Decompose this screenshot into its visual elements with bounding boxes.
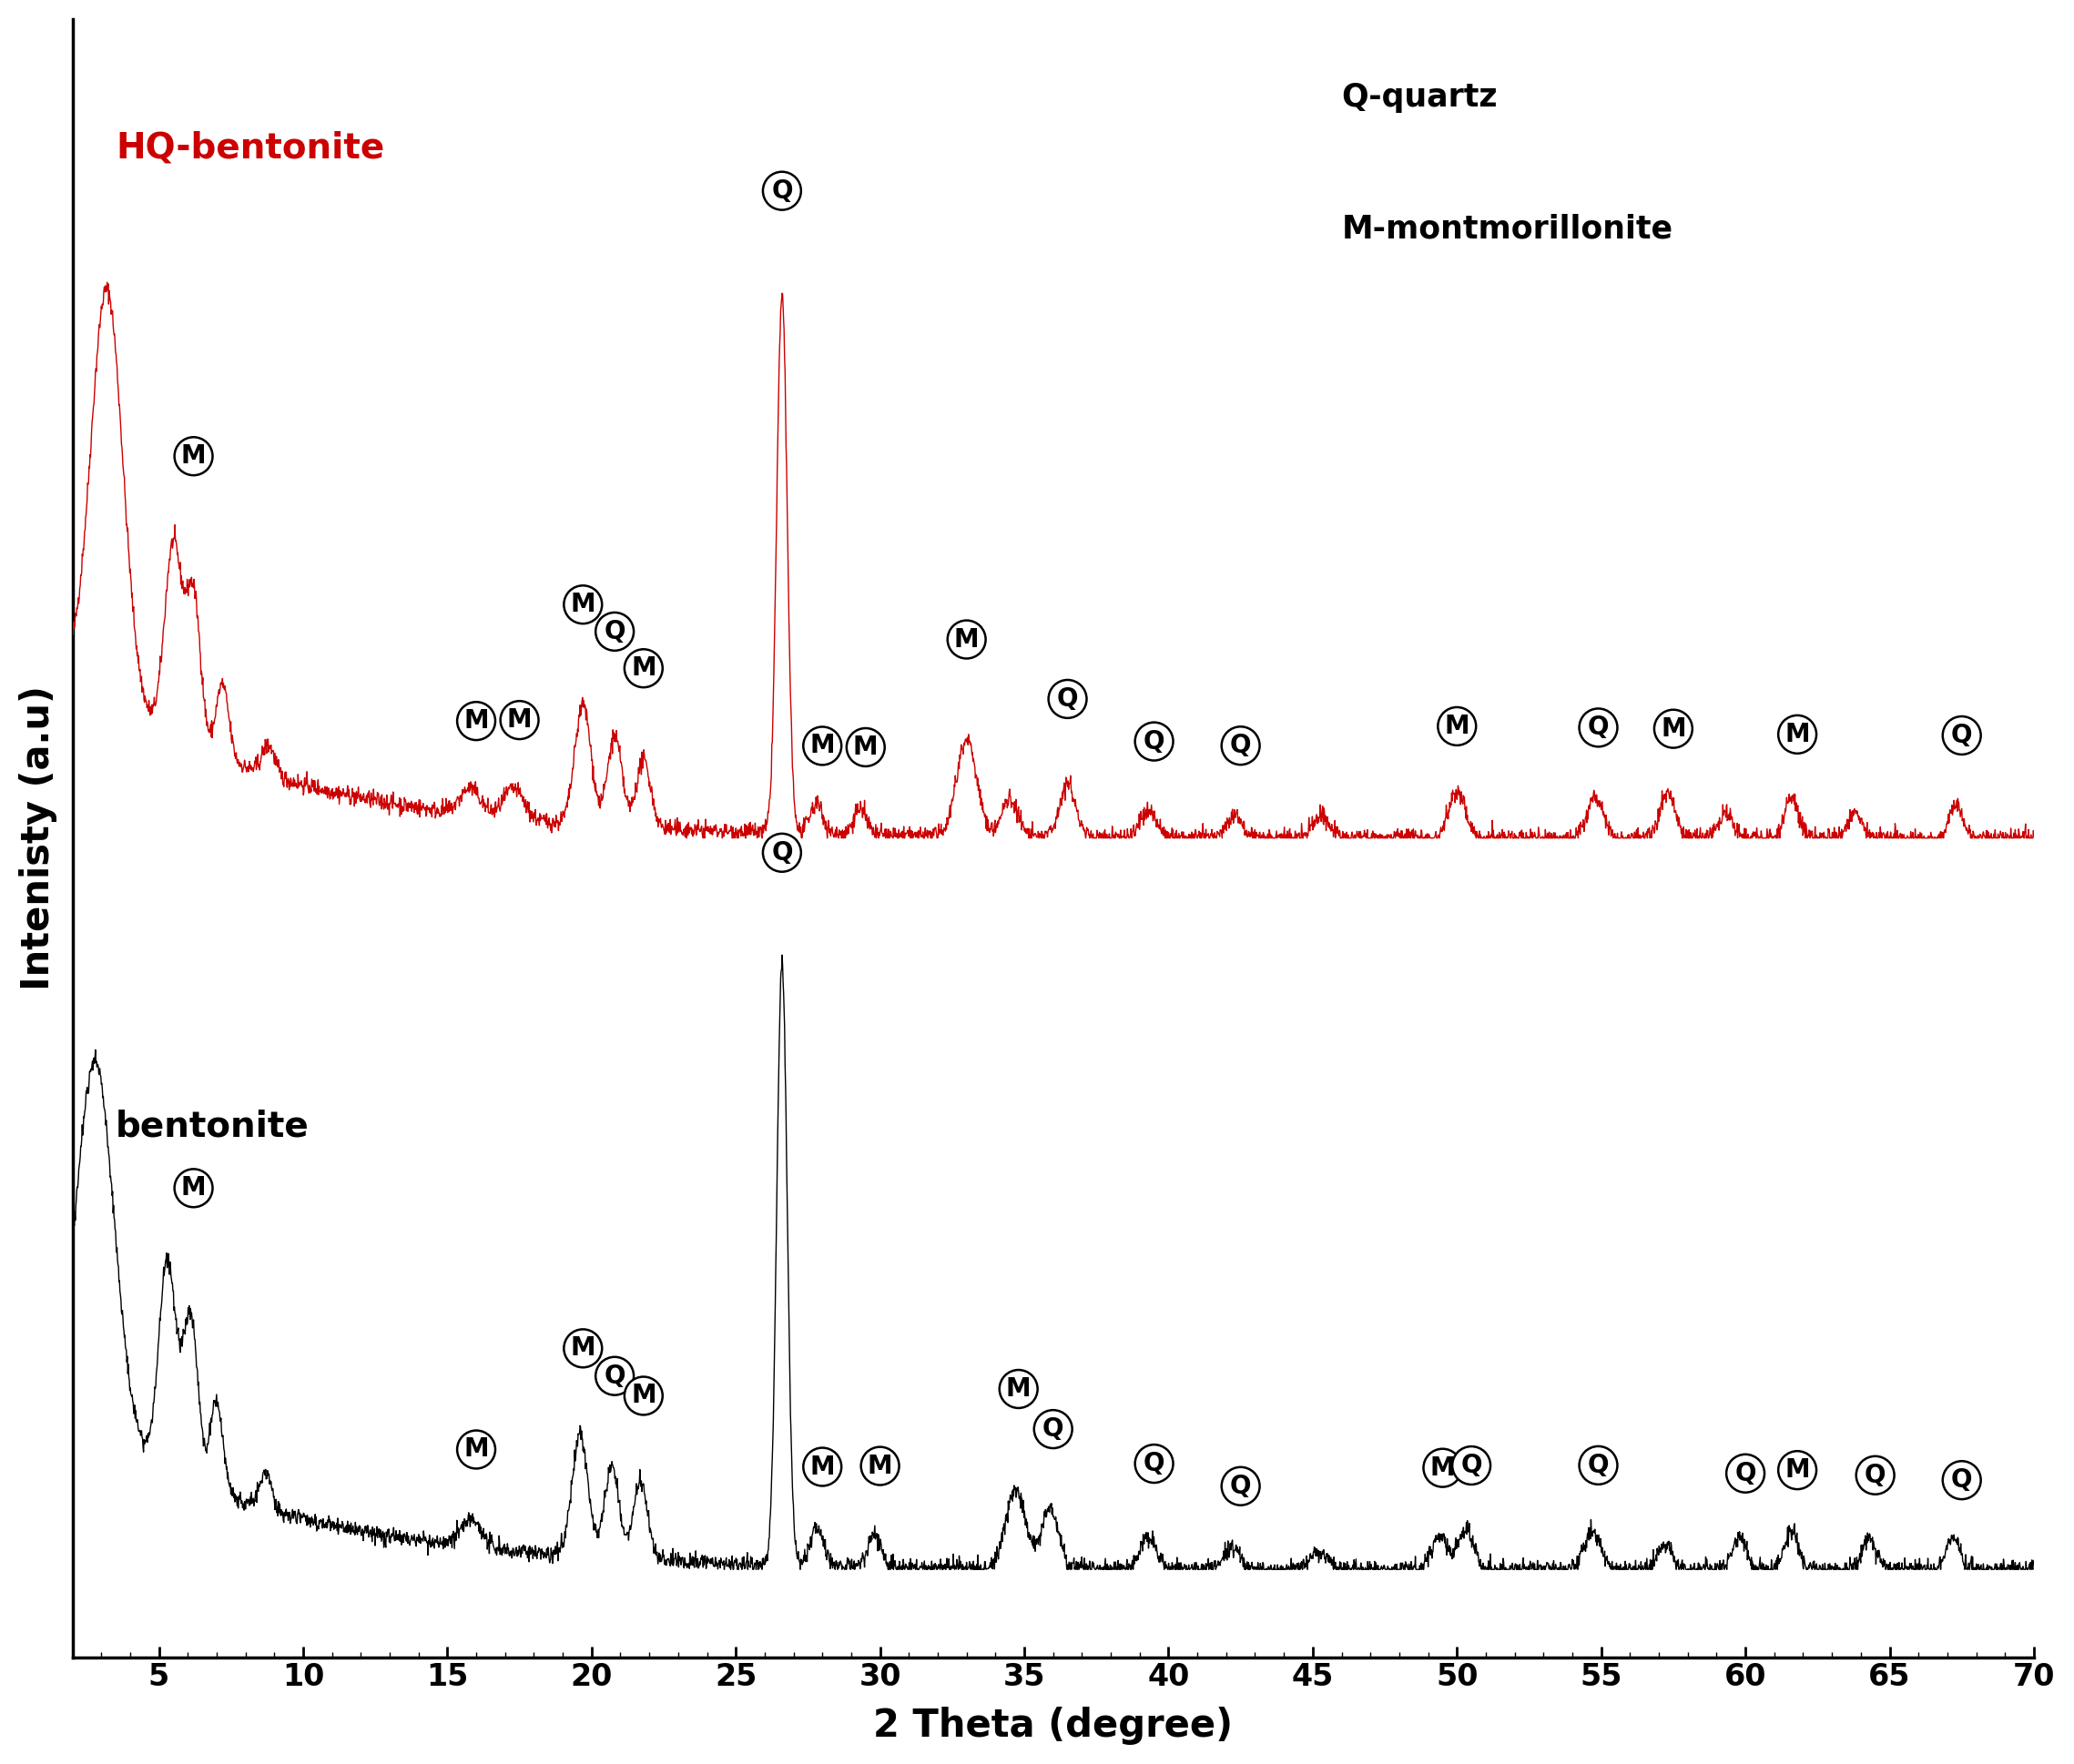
Text: M: M — [465, 1436, 489, 1462]
Text: Q: Q — [1043, 1416, 1064, 1441]
Text: Q: Q — [772, 840, 792, 866]
Text: M: M — [180, 1175, 205, 1201]
Text: Q: Q — [1460, 1454, 1483, 1478]
Text: M: M — [852, 734, 877, 760]
Text: M: M — [809, 1454, 836, 1480]
Text: Q: Q — [1230, 1473, 1251, 1499]
Text: M: M — [867, 1454, 892, 1478]
Text: Q: Q — [1865, 1462, 1885, 1489]
Text: M: M — [809, 734, 836, 759]
Text: Q: Q — [1587, 1452, 1609, 1478]
Text: M: M — [954, 626, 979, 653]
Text: Q-quartz: Q-quartz — [1342, 83, 1497, 113]
Text: HQ-bentonite: HQ-bentonite — [116, 131, 384, 166]
Text: M: M — [465, 709, 489, 734]
Text: M: M — [630, 656, 655, 681]
Text: M-montmorillonite: M-montmorillonite — [1342, 213, 1674, 245]
X-axis label: 2 Theta (degree): 2 Theta (degree) — [873, 1708, 1232, 1745]
Text: Q: Q — [772, 178, 792, 203]
Text: M: M — [630, 1383, 655, 1408]
Text: Q: Q — [1952, 1468, 1972, 1492]
Text: M: M — [506, 707, 533, 732]
Text: Q: Q — [1143, 729, 1166, 755]
Text: M: M — [570, 593, 595, 617]
Text: Q: Q — [1734, 1461, 1757, 1485]
Text: M: M — [1661, 716, 1686, 741]
Text: Q: Q — [604, 619, 626, 644]
Text: M: M — [1786, 1457, 1811, 1484]
Text: M: M — [180, 443, 205, 469]
Text: Q: Q — [1143, 1452, 1166, 1476]
Text: M: M — [570, 1335, 595, 1362]
Text: bentonite: bentonite — [116, 1110, 309, 1143]
Y-axis label: Intenisty (a.u): Intenisty (a.u) — [19, 686, 58, 991]
Text: Q: Q — [604, 1364, 626, 1388]
Text: M: M — [1786, 721, 1811, 748]
Text: Q: Q — [1058, 686, 1078, 711]
Text: M: M — [1429, 1455, 1456, 1480]
Text: M: M — [1444, 713, 1470, 739]
Text: Q: Q — [1230, 732, 1251, 759]
Text: M: M — [1006, 1376, 1031, 1402]
Text: Q: Q — [1587, 714, 1609, 741]
Text: Q: Q — [1952, 723, 1972, 748]
